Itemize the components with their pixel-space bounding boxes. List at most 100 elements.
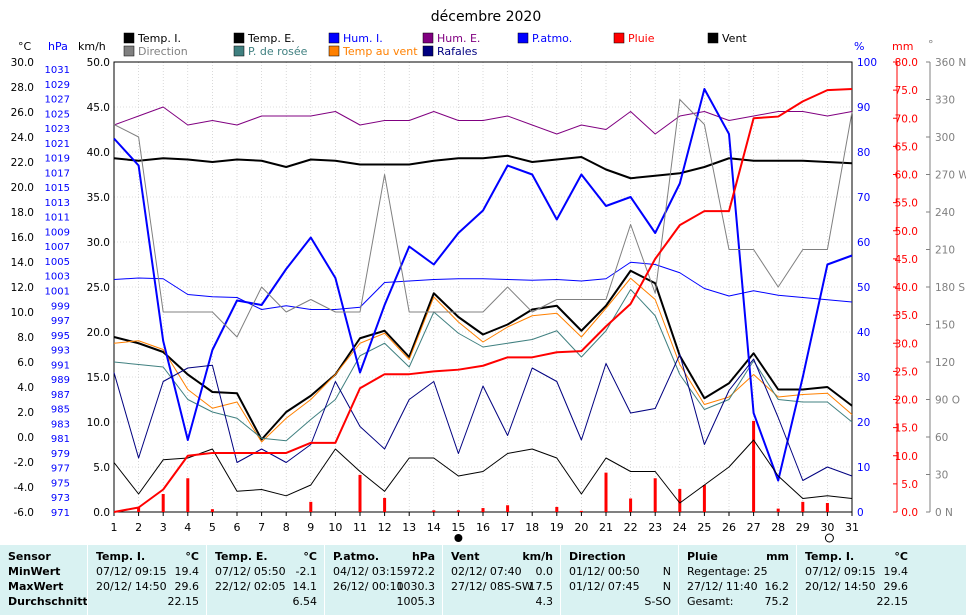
legend-swatch xyxy=(328,45,340,57)
stats-row: 1005.3 xyxy=(329,595,439,609)
stats-sensor-unit: °C xyxy=(185,550,199,563)
pressure-tick-label: 1007 xyxy=(45,242,70,253)
stats-max-date: 01/12/ 07:45 xyxy=(569,580,640,593)
x-tick-label: 26 xyxy=(722,521,736,534)
stats-avg-value: 22.15 xyxy=(876,595,909,608)
x-tick-label: 8 xyxy=(283,521,290,534)
stats-avg-value: 1005.3 xyxy=(396,595,436,608)
rain-tick-label: 15.0 xyxy=(895,423,918,435)
direction-tick-label: 0 N xyxy=(935,507,953,519)
stats-sensor-name: Temp. I. xyxy=(96,550,146,563)
stats-min-date: 07/12/ 05:50 xyxy=(215,565,286,578)
humidity-unit-label: % xyxy=(854,40,864,53)
rain-tick-label: 60.0 xyxy=(895,170,918,182)
stats-max-date: 20/12/ 14:50 xyxy=(805,580,876,593)
humidity-tick-label: 80 xyxy=(857,147,870,159)
direction-tick-label: 90 O xyxy=(935,395,960,407)
legend-label: Temp. I. xyxy=(137,32,181,45)
stats-row: 27/12/ 08S-SW 17.5 xyxy=(447,580,557,594)
humidity-tick-label: 30 xyxy=(857,372,870,384)
stats-row: Temp. E. °C xyxy=(211,550,321,564)
x-tick-label: 10 xyxy=(328,521,342,534)
stats-row: Direction xyxy=(565,550,675,564)
stats-row: 22.15 xyxy=(92,595,203,609)
stats-row: 07/12/ 09:15 19.4 xyxy=(92,565,203,579)
stats-label-column: Sensor MinWert MaxWert Durchschnitt xyxy=(0,545,88,615)
stats-min-value: N xyxy=(662,565,671,578)
series-line-rafales xyxy=(113,354,853,481)
pressure-tick-label: 1019 xyxy=(45,154,70,165)
legend-item: P.atmo. xyxy=(517,32,572,45)
legend-label: P. de rosée xyxy=(248,45,308,58)
legend-swatch xyxy=(123,45,135,57)
x-tick-label: 9 xyxy=(307,521,314,534)
x-tick-label: 23 xyxy=(648,521,662,534)
row-label-min: MinWert xyxy=(8,565,61,578)
stats-row: 02/12/ 07:40 0.0 xyxy=(447,565,557,579)
stats-sensor-unit: °C xyxy=(894,550,908,563)
series-line-vent xyxy=(113,439,853,504)
rain-tick-label: 0.0 xyxy=(901,507,918,519)
stats-row: 26/12/ 00:10 1030.3 xyxy=(329,580,439,594)
x-tick-label: 21 xyxy=(599,521,613,534)
humidity-tick-label: 40 xyxy=(857,327,870,339)
full-moon-icon xyxy=(824,533,834,543)
stats-sensor-unit: km/h xyxy=(522,550,553,563)
temp-tick-label: 12.0 xyxy=(11,282,34,294)
stats-avg-value: 75.2 xyxy=(764,595,790,608)
series-line-pluie xyxy=(113,88,853,513)
stats-max-value: 29.6 xyxy=(174,580,200,593)
chart-title: décembre 2020 xyxy=(431,9,541,25)
legend-item: Temp. E. xyxy=(233,32,295,45)
x-tick-label: 2 xyxy=(135,521,142,534)
wind-unit-label: km/h xyxy=(78,40,106,53)
legend-swatch xyxy=(233,32,245,44)
pressure-tick-label: 1023 xyxy=(45,124,70,135)
temp-tick-label: 0.0 xyxy=(17,432,34,444)
stats-row: 07/12/ 09:15 19.4 xyxy=(801,565,912,579)
x-tick-label: 31 xyxy=(845,521,859,534)
legend-swatch xyxy=(707,32,719,44)
temp-tick-label: 14.0 xyxy=(11,257,34,269)
humidity-tick-label: 0 xyxy=(857,507,864,519)
wind-tick-label: 35.0 xyxy=(87,192,110,204)
wind-tick-label: 25.0 xyxy=(87,282,110,294)
row-label-sensor: Sensor xyxy=(8,550,51,563)
x-tick-label: 28 xyxy=(771,521,785,534)
stats-column: Temp. E. °C 07/12/ 05:50 -2.1 22/12/ 02:05 14… xyxy=(206,545,325,615)
row-label-max: MaxWert xyxy=(8,580,64,593)
legend-label: Temp. E. xyxy=(247,32,295,45)
stats-row: 01/12/ 07:45 N xyxy=(565,580,675,594)
temp-tick-label: -6.0 xyxy=(14,507,35,519)
statistics-table: Sensor MinWert MaxWert Durchschnitt Temp… xyxy=(0,545,966,615)
rain-tick-label: 25.0 xyxy=(895,366,918,378)
humidity-tick-label: 100 xyxy=(857,57,877,69)
stats-min-date: 07/12/ 09:15 xyxy=(805,565,876,578)
x-axis: 1 2 3 4 5 6 7 8 9 10 11 12 13 14 15 16 17 18 19 20 21 22 23 24 2… xyxy=(111,512,859,534)
x-tick-label: 18 xyxy=(525,521,539,534)
pressure-tick-label: 1013 xyxy=(45,198,70,209)
series-line-temp-au-vent xyxy=(113,277,853,443)
direction-tick-label: 300 xyxy=(935,132,955,144)
humidity-tick-label: 90 xyxy=(857,102,870,114)
legend-item: Direction xyxy=(123,45,188,58)
stats-row: 4.3 xyxy=(447,595,557,609)
axis-unit-labels: °C hPa km/h% mm ° xyxy=(18,38,934,53)
pressure-unit-label: hPa xyxy=(48,40,68,53)
legend-swatch xyxy=(233,45,245,57)
pressure-tick-label: 983 xyxy=(51,419,70,430)
legend-label: P.atmo. xyxy=(532,32,572,45)
legend-swatch xyxy=(422,45,434,57)
pressure-tick-label: 993 xyxy=(51,346,70,357)
rain-tick-label: 30.0 xyxy=(895,338,918,350)
legend-item: Vent xyxy=(707,32,747,45)
direction-tick-label: 360 N xyxy=(935,57,966,69)
stats-min-value: 972.2 xyxy=(403,565,436,578)
temp-tick-label: 26.0 xyxy=(11,107,34,119)
stats-max-date: 27/12/ 11:40 xyxy=(687,580,758,593)
rain-tick-label: 40.0 xyxy=(895,282,918,294)
stats-column: P.atmo. hPa 04/12/ 03:15 972.2 26/12/ 00:10 1… xyxy=(324,545,443,615)
pressure-tick-label: 999 xyxy=(51,301,70,312)
stats-min-date: Regentage: 25 xyxy=(687,565,768,578)
pressure-tick-label: 1025 xyxy=(45,109,70,120)
